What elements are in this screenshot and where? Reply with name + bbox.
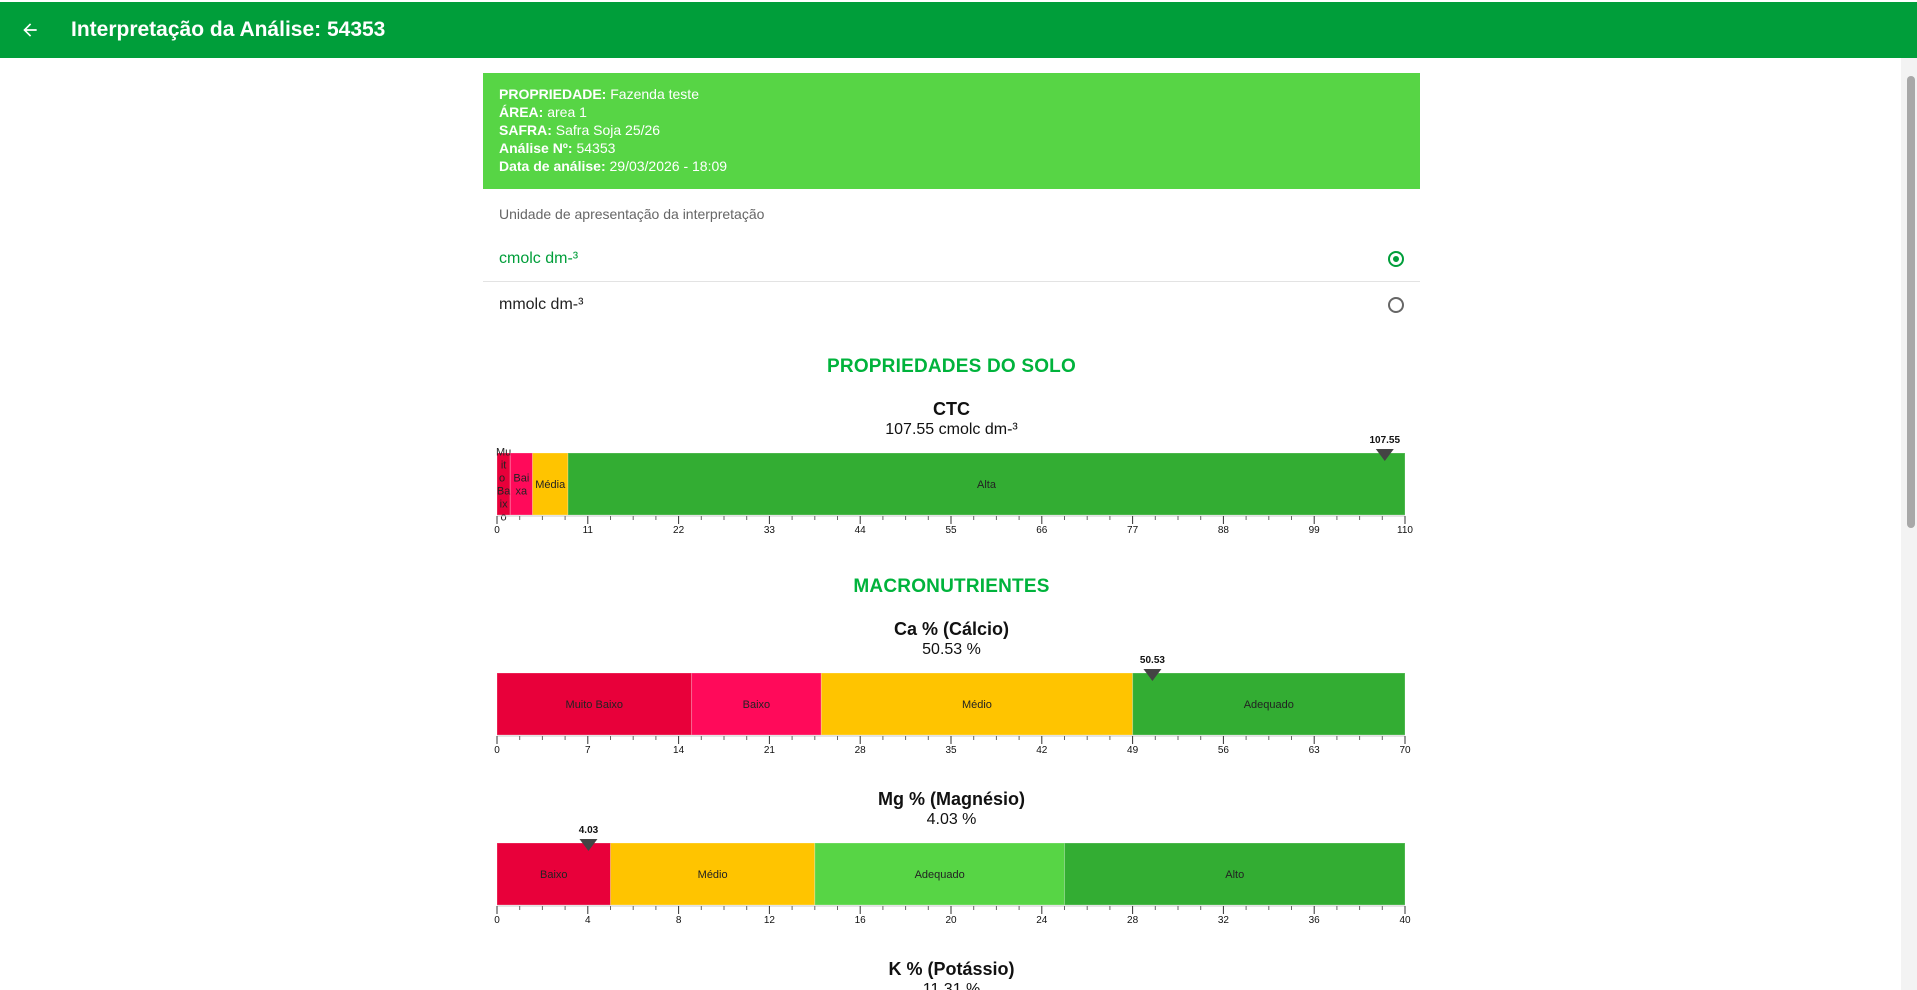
gauge-tick-label: 42 xyxy=(1036,745,1048,756)
gauge-tick-label: 20 xyxy=(945,915,957,926)
radio-selected-icon[interactable] xyxy=(1388,250,1404,267)
gauge-band-label: Médio xyxy=(698,869,728,881)
gauge-tick-label: 0 xyxy=(494,745,500,756)
gauge-tick-label: 16 xyxy=(855,915,867,926)
gauge-band xyxy=(567,452,1406,516)
gauge-band xyxy=(496,672,693,736)
gauge-band xyxy=(1064,842,1406,906)
section-title-soil: PROPRIEDADES DO SOLO xyxy=(827,356,1076,377)
gauge-band xyxy=(820,672,1134,736)
info-data: Data de análise: 29/03/2026 - 18:09 xyxy=(499,158,728,174)
gauge-tick-label: 11 xyxy=(583,525,594,536)
gauge-marker-label: 107.55 xyxy=(1369,435,1400,446)
gauge-tick-label: 14 xyxy=(673,745,685,756)
gauge-chart: Muito Baixo Baixo Médio Adequado 0 7 14 21 28 35 4… xyxy=(494,655,1411,756)
info-propriedade: PROPRIEDADE: Fazenda teste xyxy=(499,86,699,102)
gauge-value-text: 4.03 % xyxy=(926,811,977,828)
gauge-tick-label: 7 xyxy=(585,745,591,756)
gauge-tick-label: 55 xyxy=(945,525,957,536)
gauge-band-label: Alto xyxy=(1225,869,1244,881)
gauge-tick-label: 77 xyxy=(1127,525,1139,536)
gauge-tick-label: 4 xyxy=(585,915,591,926)
gauge-band-label: Alta xyxy=(977,479,997,491)
gauge-title: Mg % (Magnésio) xyxy=(878,789,1025,809)
gauge-band-label: Adequado xyxy=(915,869,965,881)
gauge-tick-label: 28 xyxy=(855,745,867,756)
gauge-title: CTC xyxy=(933,399,970,419)
page-title: Interpretação da Análise: 54353 xyxy=(71,18,386,41)
unit-option-cmolc-label: cmolc dm-³ xyxy=(499,249,579,267)
gauge-tick-label: 70 xyxy=(1399,745,1411,756)
gauge-tick-label: 44 xyxy=(855,525,867,536)
unit-option-mmolc[interactable]: mmolc dm-³ xyxy=(483,282,1420,328)
gauge-band xyxy=(496,452,511,516)
gauge-tick-label: 88 xyxy=(1218,525,1230,536)
gauge-marker-icon xyxy=(579,839,598,851)
gauge-tick-label: 22 xyxy=(673,525,685,536)
unit-selector-label: Unidade de apresentação da interpretação xyxy=(499,206,765,222)
gauge-tick-label: 40 xyxy=(1399,915,1411,926)
scrollbar-thumb[interactable] xyxy=(1907,76,1915,528)
main-content: PROPRIEDADE: Fazenda teste ÁREA: area 1 … xyxy=(483,73,1420,990)
gauge-band-label: Baixo xyxy=(743,699,771,711)
gauge-band-label: Média xyxy=(535,479,566,491)
gauge-tick-label: 24 xyxy=(1036,915,1048,926)
gauge-band xyxy=(691,672,822,736)
gauge-tick-label: 110 xyxy=(1397,525,1413,536)
gauge-tick-label: 28 xyxy=(1127,915,1139,926)
gauge-band xyxy=(610,842,816,906)
gauge-tick-label: 32 xyxy=(1218,915,1230,926)
info-area: ÁREA: area 1 xyxy=(499,104,587,120)
gauge-tick-label: 8 xyxy=(676,915,682,926)
gauge-tick-label: 21 xyxy=(764,745,776,756)
unit-option-mmolc-label: mmolc dm-³ xyxy=(499,296,584,313)
radio-unselected-icon[interactable] xyxy=(1388,297,1404,313)
gauge-band-label: Médio xyxy=(962,699,992,711)
gauge-title: Ca % (Cálcio) xyxy=(893,619,1010,639)
gauge-tick-label: 66 xyxy=(1036,525,1048,536)
scrollbar[interactable] xyxy=(1901,58,1917,990)
gauge-tick-label: 56 xyxy=(1218,745,1230,756)
gauge-tick-label: 0 xyxy=(494,525,500,536)
analysis-info-card: PROPRIEDADE: Fazenda teste ÁREA: area 1 … xyxy=(483,73,1420,189)
gauge-band xyxy=(531,452,569,516)
gauge-marker-icon xyxy=(1375,449,1394,461)
app-bar: Interpretação da Análise: 54353 xyxy=(0,2,1917,58)
gauge-value-text: 50.53 % xyxy=(922,641,981,658)
section-title-macro: MACRONUTRIENTES xyxy=(853,576,1050,597)
gauge-tick-label: 99 xyxy=(1309,525,1321,536)
gauge-tick-label: 0 xyxy=(494,915,500,926)
gauge-tick-label: 36 xyxy=(1309,915,1321,926)
gauge-tick-label: 49 xyxy=(1127,745,1139,756)
gauge-value-text: 11.31 % xyxy=(922,981,981,990)
info-analise: Análise Nº: 54353 xyxy=(499,140,616,156)
unit-option-cmolc[interactable]: cmolc dm-³ xyxy=(483,236,1420,282)
gauge-tick-label: 12 xyxy=(764,915,776,926)
gauge-tick-label: 35 xyxy=(945,745,957,756)
gauge-marker-icon xyxy=(1143,669,1162,681)
gauge-band xyxy=(814,842,1065,906)
gauge-band xyxy=(496,842,611,906)
gauge-chart: Baixo Médio Adequado Alto 0 4 8 12 16 20 24 28 32 36 4… xyxy=(494,825,1411,926)
gauge-marker-label: 50.53 xyxy=(1140,655,1165,666)
gauge-value-text: 107.55 cmolc dm-³ xyxy=(885,421,1018,438)
gauge-tick-label: 33 xyxy=(764,525,776,536)
gauge-band-label: Baixo xyxy=(540,869,568,881)
gauge-band-label: Muito Baixo xyxy=(566,699,623,711)
gauge-band-label: Adequado xyxy=(1244,699,1294,711)
back-arrow-icon[interactable] xyxy=(0,2,60,58)
gauge-title: K % (Potássio) xyxy=(888,959,1015,979)
gauge-band-label: Bai xa xyxy=(513,473,529,498)
info-safra: SAFRA: Safra Soja 25/26 xyxy=(499,122,661,138)
gauge-marker-label: 4.03 xyxy=(579,825,599,836)
gauge-band xyxy=(1132,672,1406,736)
gauge-tick-label: 63 xyxy=(1309,745,1321,756)
